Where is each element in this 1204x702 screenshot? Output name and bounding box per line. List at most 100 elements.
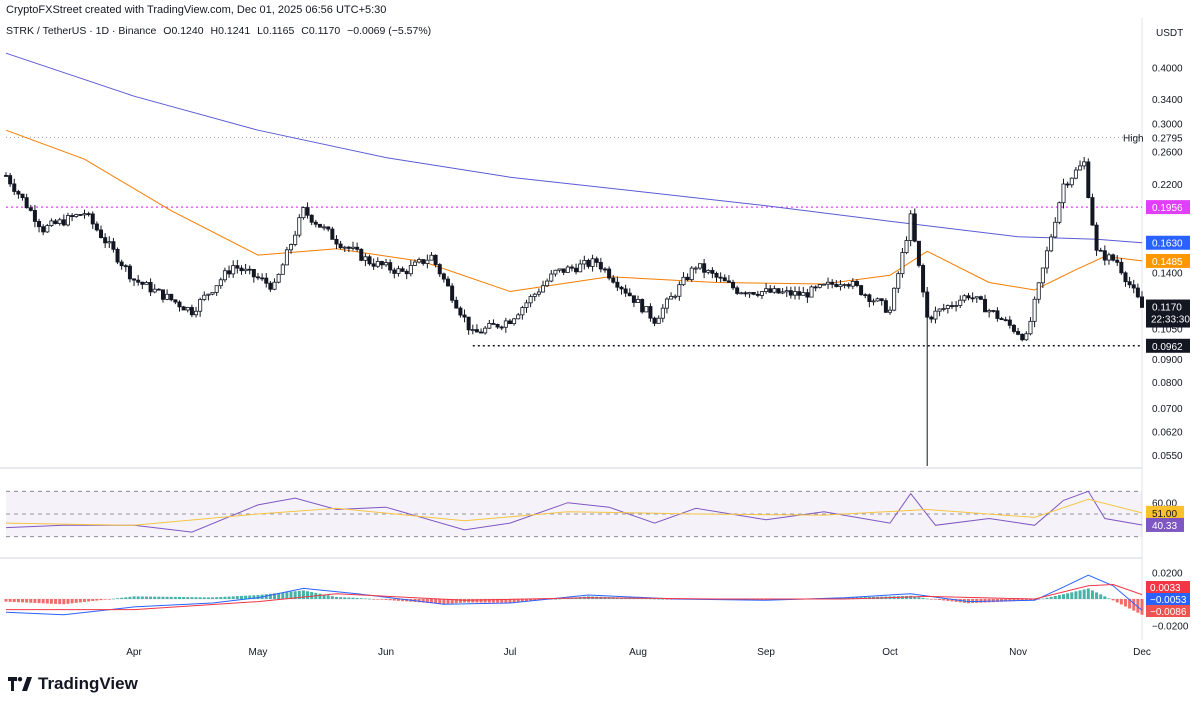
macd-histogram-bar bbox=[748, 599, 752, 601]
macd-histogram-bar bbox=[508, 599, 512, 603]
candle-body bbox=[214, 285, 219, 293]
candle-body bbox=[826, 281, 831, 285]
price-tick-label: 0.2600 bbox=[1152, 147, 1183, 158]
candle-body bbox=[441, 273, 446, 280]
macd-histogram-bar bbox=[334, 596, 338, 599]
macd-histogram-bar bbox=[376, 599, 380, 600]
candle-body bbox=[239, 267, 244, 272]
macd-histogram-bar bbox=[231, 596, 235, 599]
symbol-name[interactable]: STRK / TetherUS · 1D · Binance bbox=[6, 25, 157, 37]
candle-body bbox=[1090, 197, 1095, 226]
macd-histogram-bar bbox=[124, 597, 128, 599]
macd-histogram-bar bbox=[16, 599, 20, 603]
candle-body bbox=[227, 270, 232, 275]
candle-body bbox=[70, 215, 75, 218]
price-tick-label: 0.0900 bbox=[1152, 355, 1183, 366]
candle-body bbox=[474, 329, 479, 333]
candle-body bbox=[664, 298, 669, 309]
candle-body bbox=[119, 261, 124, 267]
macd-badge-value: −0.0086 bbox=[1150, 607, 1187, 618]
macd-histogram-bar bbox=[58, 599, 62, 605]
candle-body bbox=[322, 226, 327, 229]
price-tick-label: 0.4000 bbox=[1152, 63, 1183, 74]
candle-body bbox=[396, 268, 401, 274]
macd-histogram-bar bbox=[301, 590, 305, 599]
macd-histogram-bar bbox=[268, 593, 272, 599]
candle-body bbox=[520, 307, 525, 316]
candle-body bbox=[759, 291, 764, 296]
macd-histogram-bar bbox=[318, 593, 322, 599]
candle-body bbox=[20, 193, 25, 199]
macd-histogram-bar bbox=[929, 599, 933, 600]
candle-body bbox=[437, 264, 442, 275]
price-tick-label: 0.3400 bbox=[1152, 95, 1183, 106]
macd-histogram-bar bbox=[1107, 598, 1111, 599]
macd-histogram-bar bbox=[297, 590, 301, 599]
macd-histogram-bar bbox=[194, 597, 198, 599]
candle-body bbox=[706, 269, 711, 273]
candle-body bbox=[714, 272, 719, 278]
candle-body bbox=[417, 259, 422, 263]
macd-histogram-bar bbox=[21, 599, 25, 603]
candle-body bbox=[710, 269, 715, 274]
candle-body bbox=[107, 241, 112, 244]
candle-body bbox=[458, 307, 463, 316]
candle-body bbox=[512, 318, 517, 325]
macd-histogram-bar bbox=[1078, 590, 1082, 599]
macd-histogram-bar bbox=[454, 599, 458, 604]
candle-body bbox=[16, 191, 21, 195]
macd-histogram-bar bbox=[177, 596, 181, 599]
candle-body bbox=[640, 299, 645, 313]
rsi-badge bbox=[1146, 505, 1184, 520]
macd-histogram-bar bbox=[995, 599, 999, 602]
candle-body bbox=[722, 277, 727, 282]
macd-histogram-bar bbox=[256, 595, 260, 599]
candle-body bbox=[272, 281, 277, 290]
candle-body bbox=[32, 210, 37, 222]
candle-body bbox=[854, 280, 859, 286]
tradingview-brand[interactable]: TradingView bbox=[8, 674, 138, 694]
candle-body bbox=[400, 268, 405, 272]
macd-histogram-bar bbox=[223, 596, 227, 599]
candle-body bbox=[433, 254, 438, 265]
macd-histogram-bar bbox=[471, 599, 475, 603]
candle-body bbox=[1065, 183, 1070, 186]
candle-body bbox=[1140, 296, 1145, 308]
candle-body bbox=[74, 214, 79, 218]
currency-label: USDT bbox=[1156, 28, 1183, 39]
candle-body bbox=[693, 267, 698, 270]
candle-body bbox=[160, 289, 165, 300]
tradingview-logo-icon bbox=[8, 677, 32, 691]
candle-body bbox=[206, 293, 211, 296]
macd-badge-value: −0.0053 bbox=[1150, 595, 1187, 606]
candle-body bbox=[677, 284, 682, 297]
candle-body bbox=[842, 284, 847, 286]
candle-body bbox=[883, 300, 888, 313]
macd-histogram-bar bbox=[1033, 599, 1037, 601]
candle-body bbox=[949, 305, 954, 307]
price-tick-label: 0.2200 bbox=[1152, 180, 1183, 191]
macd-histogram-bar bbox=[1103, 596, 1107, 599]
macd-histogram-bar bbox=[322, 594, 326, 599]
macd-badge bbox=[1146, 605, 1190, 617]
macd-histogram-bar bbox=[173, 596, 177, 599]
candle-body bbox=[293, 234, 298, 245]
high-value: 0.2795 bbox=[1152, 133, 1183, 144]
macd-histogram-bar bbox=[983, 599, 987, 603]
candle-body bbox=[553, 269, 558, 275]
candle-body bbox=[446, 278, 451, 287]
macd-histogram-bar bbox=[95, 599, 99, 601]
macd-tick-label: 0.0200 bbox=[1152, 569, 1183, 580]
candle-body bbox=[367, 256, 372, 265]
macd-histogram-bar bbox=[756, 599, 760, 601]
candle-body bbox=[565, 266, 570, 273]
ohlc-open: O0.1240 bbox=[163, 25, 204, 37]
candle-body bbox=[470, 329, 475, 331]
last-price-badge bbox=[1146, 299, 1190, 328]
candle-body bbox=[412, 261, 417, 266]
candle-body bbox=[132, 278, 137, 281]
candle-body bbox=[260, 277, 265, 280]
candle-body bbox=[247, 268, 252, 271]
macd-histogram-bar bbox=[206, 597, 210, 599]
